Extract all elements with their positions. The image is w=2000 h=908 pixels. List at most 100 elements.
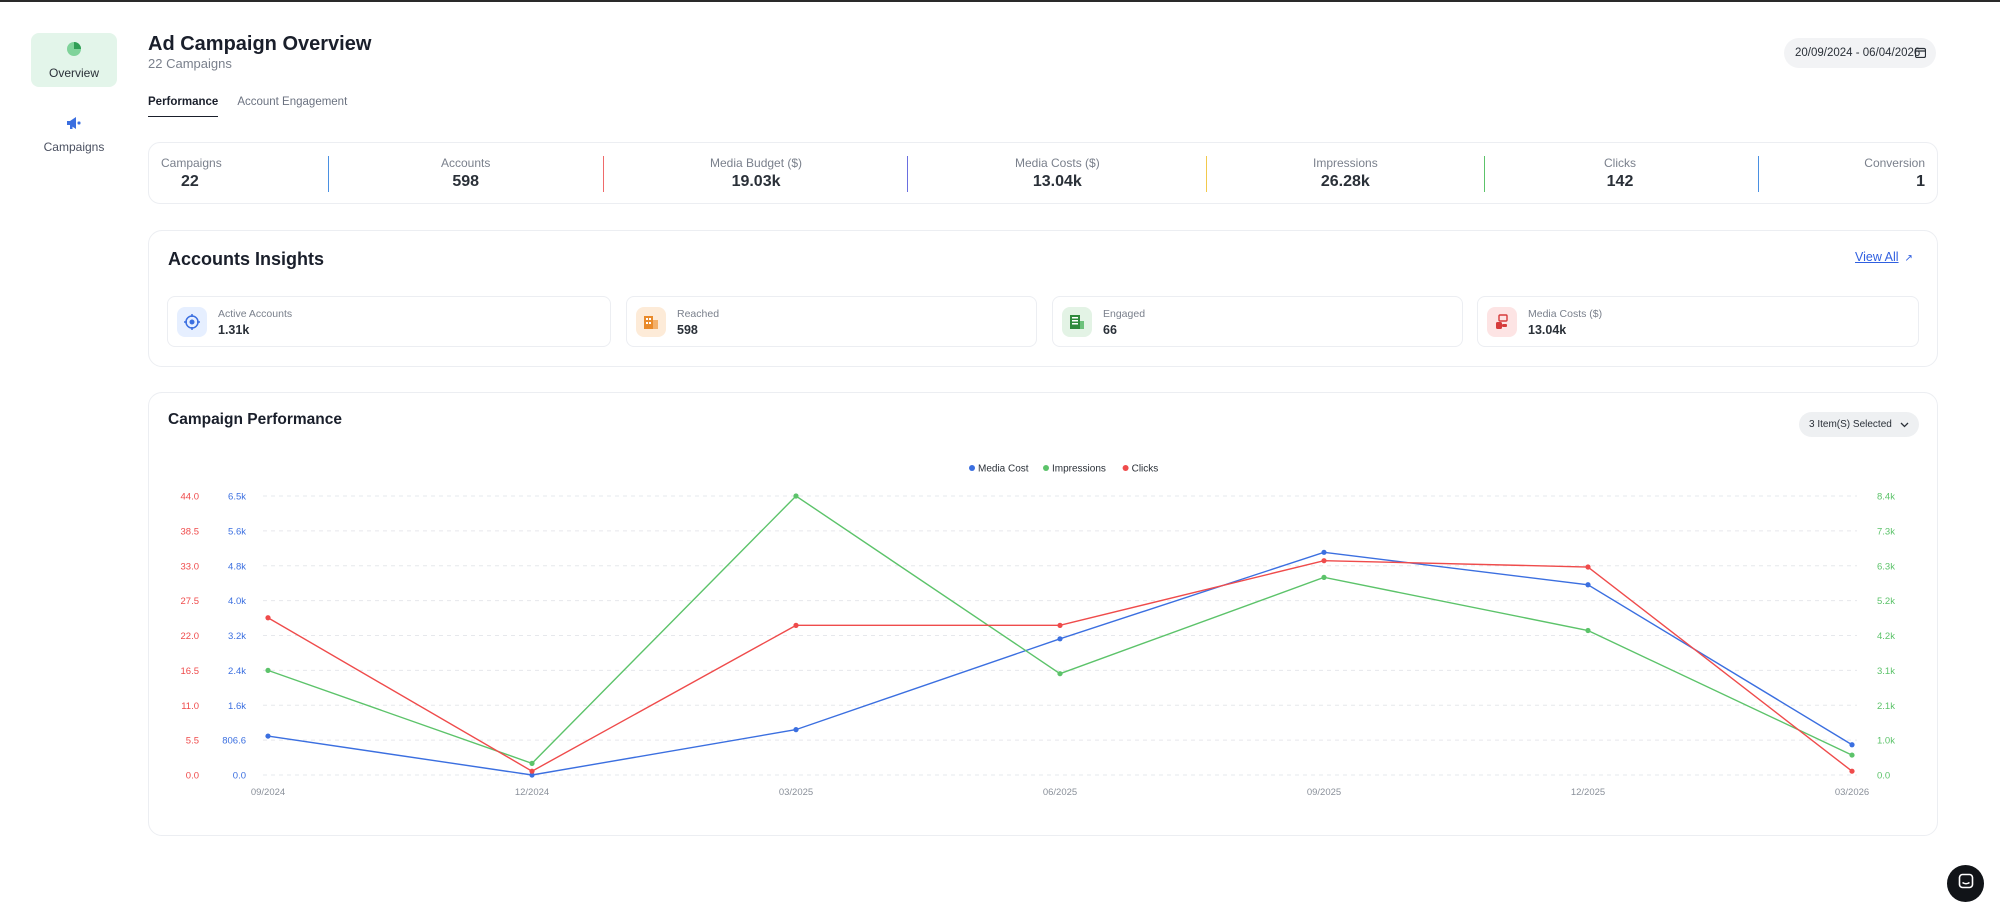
x-tick-label: 09/2024 — [251, 787, 285, 798]
data-point-impressions — [1321, 574, 1327, 580]
date-range-text: 20/09/2024 - 06/04/2026 — [1795, 47, 1921, 59]
y-tick-label-clicks: 0.0 — [186, 771, 199, 782]
y-tick-label-clicks: 5.5 — [186, 736, 199, 747]
data-point-impressions — [529, 760, 535, 766]
y-tick-label-media-cost: 6.5k — [228, 492, 246, 503]
x-tick-label: 03/2026 — [1835, 787, 1869, 798]
stat-divider — [1758, 156, 1759, 192]
data-point-impressions — [1057, 671, 1063, 677]
page-title: Ad Campaign Overview — [148, 33, 372, 55]
y-tick-label-media-cost: 806.6 — [222, 736, 246, 747]
legend-label-clicks: Clicks — [1132, 464, 1159, 475]
data-point-impressions — [1585, 627, 1591, 634]
insight-reached[interactable]: Reached 598 — [626, 296, 1037, 347]
x-tick-label: 12/2024 — [515, 787, 549, 798]
y-tick-label-impressions: 4.2k — [1877, 631, 1895, 642]
stat-impressions: Impressions 26.28k — [1313, 156, 1378, 191]
stat-label: Campaigns — [161, 156, 222, 170]
insight-value: 1.31k — [218, 323, 250, 337]
stat-value: 142 — [1606, 173, 1634, 190]
series-line-media-cost — [267, 551, 1853, 776]
stat-divider — [907, 156, 908, 192]
stat-divider — [328, 156, 329, 192]
date-range-picker[interactable]: 20/09/2024 - 06/04/2026 — [1784, 38, 1936, 68]
arrow-up-right-icon: ↗ — [1904, 253, 1913, 264]
insight-label: Engaged — [1103, 308, 1146, 320]
data-point-media-cost — [1849, 742, 1855, 748]
stat-value: 19.03k — [731, 173, 781, 190]
y-tick-label-clicks: 44.0 — [181, 492, 200, 503]
x-tick-label: 06/2025 — [1043, 787, 1077, 798]
data-point-impressions — [265, 667, 271, 673]
tab-performance[interactable]: Performance — [148, 96, 219, 117]
y-tick-label-media-cost: 2.4k — [228, 666, 246, 677]
y-tick-label-impressions: 0.0 — [1877, 771, 1890, 782]
insight-media-costs[interactable]: Media Costs ($) 13.04k — [1477, 296, 1919, 347]
legend-marker-clicks — [1122, 465, 1129, 471]
y-tick-label-clicks: 11.0 — [181, 701, 199, 712]
x-tick-label: 12/2025 — [1571, 787, 1605, 798]
y-tick-label-media-cost: 4.8k — [228, 561, 246, 572]
stats-bar: Campaigns 22 Accounts 598 Media Budget (… — [148, 142, 1938, 204]
y-tick-label-impressions: 7.3k — [1877, 526, 1895, 537]
stat-divider — [1206, 156, 1207, 192]
y-tick-label-media-cost: 4.0k — [228, 596, 246, 607]
x-tick-label: 03/2025 — [779, 787, 813, 798]
insight-label: Media Costs ($) — [1528, 308, 1603, 320]
series-line-impressions — [267, 495, 1853, 765]
accounts-insights-card: Accounts Insights View All ↗ Active Accou… — [148, 230, 1938, 367]
sidebar-item-overview[interactable]: Overview — [31, 33, 117, 87]
building-icon — [636, 307, 666, 337]
insight-value: 598 — [677, 323, 698, 337]
stat-value: 22 — [181, 173, 199, 190]
insight-engaged[interactable]: Engaged 66 — [1052, 296, 1463, 347]
chat-launcher-button[interactable] — [1947, 865, 1984, 902]
stat-value: 13.04k — [1032, 173, 1082, 190]
series-select-dropdown[interactable]: 3 Item(S) Selected — [1799, 412, 1919, 437]
stat-divider — [1484, 156, 1485, 192]
sidebar-item-label: Overview — [48, 65, 99, 80]
legend-marker-media-cost — [969, 465, 975, 471]
stat-value: 26.28k — [1320, 173, 1370, 190]
data-point-clicks — [265, 615, 271, 621]
stat-label: Conversion — [1864, 156, 1925, 170]
stat-accounts: Accounts 598 — [441, 156, 490, 191]
hand-money-icon — [1487, 307, 1517, 337]
calendar-icon — [1914, 47, 1927, 61]
section-title: Accounts Insights — [168, 249, 325, 269]
data-point-clicks — [529, 768, 535, 774]
data-point-media-cost — [1321, 549, 1327, 555]
insight-active-accounts[interactable]: Active Accounts 1.31k — [167, 296, 611, 347]
page-subtitle: 22 Campaigns — [148, 56, 232, 71]
y-tick-label-clicks: 22.0 — [181, 631, 200, 642]
tab-bar: Performance Account Engagement — [148, 96, 347, 117]
series-line-clicks — [267, 559, 1853, 773]
stat-media-budget: Media Budget ($) 19.03k — [710, 156, 802, 191]
insight-value: 66 — [1103, 323, 1117, 337]
data-point-media-cost — [1057, 636, 1063, 642]
tab-account-engagement[interactable]: Account Engagement — [237, 96, 348, 108]
legend-label-impressions: Impressions — [1052, 464, 1106, 475]
y-tick-label-media-cost: 1.6k — [228, 701, 246, 712]
y-tick-label-impressions: 3.1k — [1877, 666, 1895, 677]
x-tick-label: 09/2025 — [1307, 787, 1341, 798]
sidebar-item-campaigns[interactable]: Campaigns — [31, 107, 117, 161]
y-tick-label-media-cost: 3.2k — [228, 631, 246, 642]
y-tick-label-media-cost: 0.0 — [233, 771, 246, 782]
data-point-clicks — [1585, 564, 1591, 570]
legend-marker-impressions — [1043, 465, 1049, 471]
stat-label: Clicks — [1604, 156, 1636, 170]
chat-icon — [1958, 873, 1974, 894]
target-icon — [177, 307, 207, 337]
campaign-performance-chart: 0.0 5.5 11.0 16.5 22.0 27.5 33.0 38.5 44.0 0.0 806… — [181, 464, 1896, 799]
data-point-media-cost — [529, 772, 535, 778]
y-tick-label-clicks: 27.5 — [181, 596, 200, 607]
stat-conversion: Conversion 1 — [1864, 156, 1925, 191]
y-tick-label-impressions: 6.3k — [1877, 561, 1895, 572]
view-all-link[interactable]: View All ↗ — [1855, 250, 1913, 264]
data-point-clicks — [793, 622, 799, 628]
view-all-label: View All — [1855, 250, 1899, 264]
data-point-clicks — [1321, 558, 1327, 564]
stat-campaigns: Campaigns 22 — [161, 156, 222, 191]
pie-chart-icon — [66, 41, 82, 60]
